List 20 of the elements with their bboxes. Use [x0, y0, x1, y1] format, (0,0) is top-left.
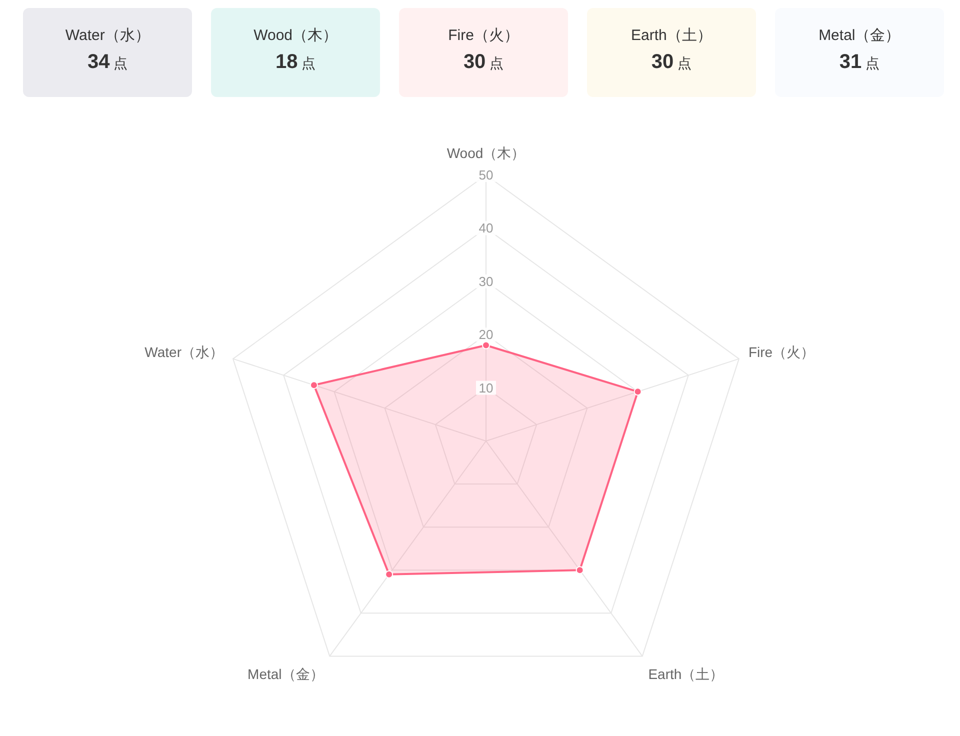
y-tick-label: 20	[478, 327, 494, 342]
y-tick-label: 40	[478, 220, 494, 236]
spoke-label: Metal（金）	[248, 666, 324, 682]
spoke-label: Earth（土）	[648, 666, 724, 682]
spoke-label: Water（水）	[144, 344, 224, 360]
spoke-label: Fire（火）	[748, 344, 815, 360]
text: 30 点	[463, 50, 504, 72]
text: 34 点	[88, 50, 128, 72]
category-label: Fire（火）	[448, 26, 519, 46]
category-label: Metal（金）	[818, 26, 900, 46]
y-tick-label: 30	[478, 274, 494, 289]
text: 30 点	[651, 50, 692, 72]
category-label: Earth（土）	[631, 26, 712, 46]
spoke-label: Wood（木）	[446, 145, 526, 161]
y-tick-label: 50	[478, 168, 494, 182]
category-label: Wood（木）	[254, 26, 338, 46]
text: 31 点	[839, 50, 880, 72]
category-label: Water（水）	[65, 26, 150, 46]
text: 18 点	[275, 50, 316, 72]
y-tick-label: 10	[478, 380, 494, 396]
